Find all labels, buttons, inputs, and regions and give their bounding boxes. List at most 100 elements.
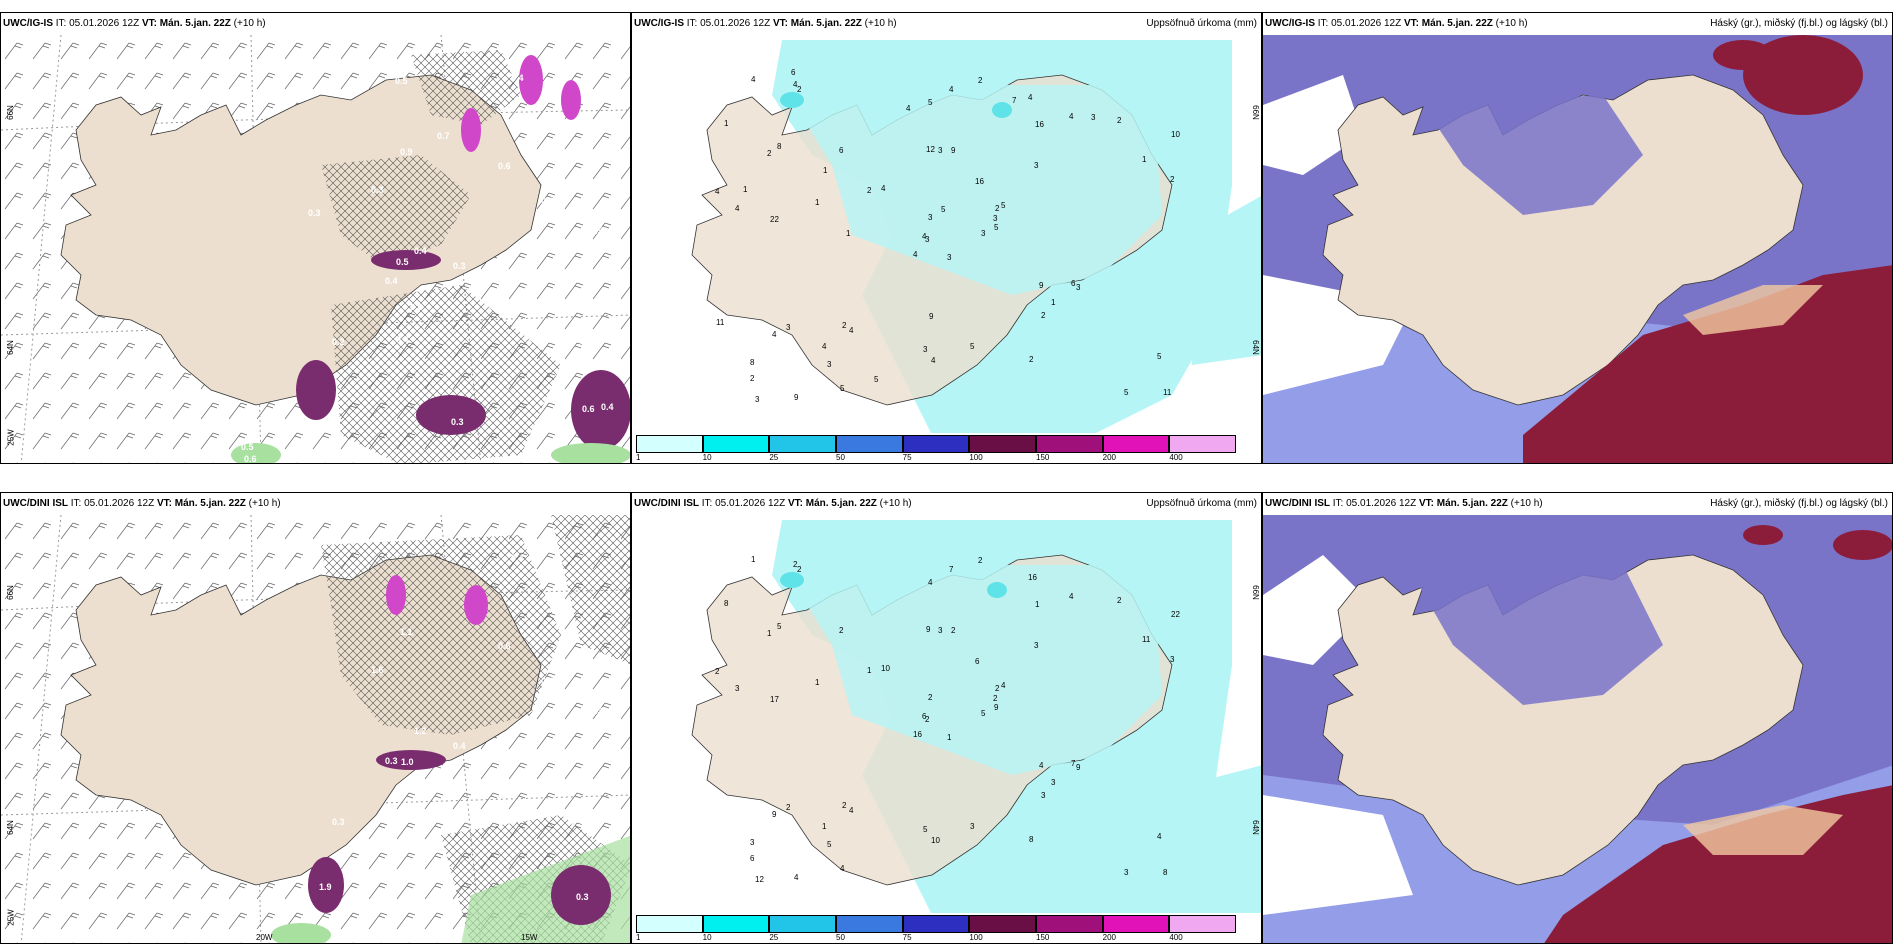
precip-value: 11 <box>1142 635 1151 644</box>
wind-precip-value: 0.3 <box>453 261 466 271</box>
precip-value: 1 <box>724 119 729 128</box>
precip-value: 2 <box>978 76 983 85</box>
precip-value: 1 <box>815 198 820 207</box>
precip-value: 2 <box>842 321 847 330</box>
lat-label: 64N <box>1250 820 1260 835</box>
svg-text:0.5: 0.5 <box>241 442 254 452</box>
precip-value: 2 <box>928 693 933 702</box>
precip-value: 8 <box>777 142 782 151</box>
precip-value: 2 <box>793 560 798 569</box>
precip-value: 1 <box>1142 155 1147 164</box>
svg-text:0.3: 0.3 <box>451 417 464 427</box>
precip-value: 5 <box>970 342 975 351</box>
colorbar-tick-label: 75 <box>902 933 912 942</box>
precip-value: 3 <box>925 235 930 244</box>
precip-value: 3 <box>1091 113 1096 122</box>
precip-value: 5 <box>874 375 879 384</box>
colorbar-tick-label: 75 <box>902 453 912 462</box>
colorbar-swatch <box>1036 435 1103 453</box>
precip-value: 5 <box>994 223 999 232</box>
precip-value: 4 <box>906 104 911 113</box>
colorbar: 1 10 25 50 75 100 150 200 400 <box>632 433 1261 463</box>
wind-precip-value: 0.7 <box>437 131 450 141</box>
precip-value: 3 <box>750 838 755 847</box>
precip-title: Uppsöfnuð úrkoma (mm) <box>1146 498 1257 509</box>
svg-text:1.0: 1.0 <box>401 757 414 767</box>
colorbar-tick-label: 50 <box>836 453 845 462</box>
colorbar-tick-label: 10 <box>702 453 712 462</box>
wind-precip-value: 0.7 <box>553 778 566 788</box>
precip-value: 2 <box>715 667 720 676</box>
precip-value: 2 <box>797 565 802 574</box>
precip-value: 8 <box>750 358 755 367</box>
precip-value: 4 <box>1028 93 1033 102</box>
wind-precip-value: 1.1 <box>400 627 413 637</box>
precip-value: 3 <box>1170 655 1175 664</box>
precip-value: 3 <box>993 214 998 223</box>
wind-precip-value: 1.9 <box>560 607 573 617</box>
wind-precip-value: 0.6 <box>410 302 423 312</box>
lat-label: 66N <box>5 105 15 120</box>
precip-value-group: 1123241621528172216349621065349543436522… <box>715 555 1180 884</box>
precip-value: 11 <box>1163 388 1172 397</box>
cloud-title: Háský (gr.), miðský (fj.bl.) og lágský (… <box>1710 498 1888 509</box>
wind-precip-value: 1.2 <box>414 726 427 736</box>
precip-value: 6 <box>791 68 796 77</box>
colorbar: 1 10 25 50 75 100 150 200 400 <box>632 913 1261 943</box>
precip-value: 3 <box>947 253 952 262</box>
colorbar-tick-label: 150 <box>1036 453 1050 462</box>
precip-value: 17 <box>770 695 779 704</box>
colorbar-swatch <box>702 915 770 933</box>
precip-value: 4 <box>793 80 798 89</box>
precip-value: 4 <box>922 232 927 241</box>
colorbar-tick-label: 1 <box>636 933 641 942</box>
precip-value: 10 <box>881 664 890 673</box>
precip-value: 4 <box>822 342 827 351</box>
precip-value: 9 <box>1039 281 1044 290</box>
lat-label: 66N <box>1250 585 1260 600</box>
wind-precip-value: 1.3 <box>590 706 603 716</box>
lat-label: 66N <box>5 585 15 600</box>
wind-precip-value: 0.4 <box>511 73 524 83</box>
precip-value: 9 <box>772 810 777 819</box>
precip-value: 5 <box>1001 201 1006 210</box>
colorbar-tick-label: 25 <box>769 453 779 462</box>
precip-value: 4 <box>928 578 933 587</box>
panel-precip-row1: UWC/IG-IS IT: 05.01.2026 12Z VT: Mán. 5.… <box>631 12 1262 464</box>
precip-value: 16 <box>1035 120 1044 129</box>
svg-text:1.9: 1.9 <box>319 882 332 892</box>
precip-value: 6 <box>750 854 755 863</box>
wind-precip-value: 0.3 <box>371 185 384 195</box>
lat-label: 66N <box>1250 105 1260 120</box>
precip-value: 1 <box>947 733 952 742</box>
precip-value: 4 <box>931 356 936 365</box>
precip-value: 22 <box>770 215 779 224</box>
wind-precip-value: 0.3 <box>385 756 398 766</box>
cloud-map <box>1263 515 1892 943</box>
colorbar-tick-label: 50 <box>836 933 845 942</box>
precip-value: 5 <box>981 709 986 718</box>
colorbar-swatch <box>1102 915 1170 933</box>
precip-value: 6 <box>1071 279 1076 288</box>
precip-value: 5 <box>840 384 845 393</box>
colorbar-tick-label: 10 <box>702 933 712 942</box>
precip-value: 2 <box>867 186 872 195</box>
lat-label: 64N <box>5 820 15 835</box>
svg-text:0.3: 0.3 <box>576 892 589 902</box>
lat-label: 64N <box>5 340 15 355</box>
precip-value: 10 <box>931 836 940 845</box>
precip-value: 4 <box>881 184 886 193</box>
precip-value: 4 <box>840 864 845 873</box>
precip-value: 2 <box>797 85 802 94</box>
precip-value: 3 <box>1041 791 1046 800</box>
precip-value: 4 <box>1069 592 1074 601</box>
cloud-map <box>1263 35 1892 463</box>
precip-value: 16 <box>975 177 984 186</box>
wind-precip-value: 0.4 <box>560 127 573 137</box>
wind-precip-value: 0.4 <box>541 676 554 686</box>
precip-value: 2 <box>1029 355 1034 364</box>
precip-value: 2 <box>1117 596 1122 605</box>
colorbar-tick-label: 100 <box>969 933 983 942</box>
precip-value: 2 <box>995 204 1000 213</box>
precip-value: 1 <box>767 629 772 638</box>
